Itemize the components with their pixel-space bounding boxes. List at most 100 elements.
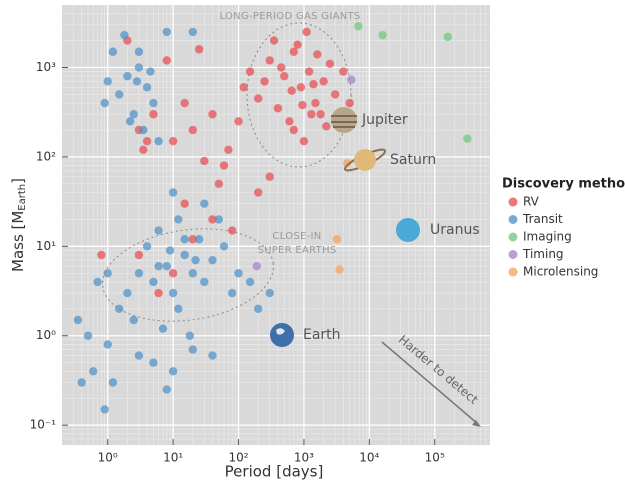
point [285, 117, 293, 125]
point [101, 405, 109, 413]
point [208, 256, 216, 264]
annotation: SUPER EARTHS [257, 245, 336, 256]
point [115, 90, 123, 98]
point [326, 60, 334, 68]
point [104, 340, 112, 348]
x-tick-label: 10⁵ [425, 451, 445, 465]
legend-title: Discovery method [502, 177, 625, 192]
point [220, 242, 228, 250]
point [101, 99, 109, 107]
point [270, 36, 278, 44]
point [146, 67, 154, 75]
point [104, 77, 112, 85]
y-tick-label: 10⁰ [36, 328, 56, 342]
point [298, 101, 306, 109]
point [266, 56, 274, 64]
point [123, 289, 131, 297]
point [253, 262, 261, 270]
x-axis-label: Period [days] [225, 463, 324, 481]
point [254, 188, 262, 196]
point [154, 289, 162, 297]
point [180, 235, 188, 243]
earth-icon [270, 323, 294, 347]
legend-marker [509, 233, 518, 242]
point [189, 28, 197, 36]
point [195, 45, 203, 53]
point [333, 235, 341, 243]
point [123, 72, 131, 80]
legend-label: Transit [522, 212, 563, 226]
point [189, 345, 197, 353]
point [191, 256, 199, 264]
jupiter-icon [331, 107, 357, 133]
point [139, 126, 147, 134]
point [254, 305, 262, 313]
point [166, 246, 174, 254]
point [174, 305, 182, 313]
point [174, 215, 182, 223]
point [287, 87, 295, 95]
point [322, 122, 330, 130]
legend-marker [509, 215, 518, 224]
chart: Jupiter Saturn Uranus Earth LONG-PERIOD … [0, 0, 625, 486]
point [239, 83, 247, 91]
point [77, 378, 85, 386]
point [280, 72, 288, 80]
point [302, 28, 310, 36]
point [300, 137, 308, 145]
x-tick-label: 10⁰ [98, 451, 118, 465]
uranus-icon [396, 218, 420, 242]
point [97, 251, 105, 259]
point [169, 188, 177, 196]
point [89, 367, 97, 375]
point [307, 110, 315, 118]
point [133, 77, 141, 85]
point [305, 67, 313, 75]
point [139, 146, 147, 154]
y-tick-label: 10³ [36, 60, 56, 74]
legend-label: Microlensing [523, 265, 598, 279]
point [246, 67, 254, 75]
point [254, 94, 262, 102]
point [208, 351, 216, 359]
point [345, 99, 353, 107]
point [311, 99, 319, 107]
point [169, 289, 177, 297]
legend-marker [509, 198, 518, 207]
point [180, 251, 188, 259]
point [316, 110, 324, 118]
point [180, 199, 188, 207]
x-tick-label: 10⁴ [359, 451, 379, 465]
point [163, 56, 171, 64]
point [135, 269, 143, 277]
point [354, 22, 362, 30]
point [84, 332, 92, 340]
point [163, 28, 171, 36]
point [260, 77, 268, 85]
point [234, 117, 242, 125]
annotation: Uranus [430, 222, 480, 238]
legend-label: Imaging [523, 230, 572, 244]
point [169, 367, 177, 375]
point [189, 126, 197, 134]
legend-marker [509, 250, 518, 259]
point [149, 358, 157, 366]
point [143, 242, 151, 250]
point [246, 278, 254, 286]
point [115, 305, 123, 313]
point [143, 83, 151, 91]
point [293, 40, 301, 48]
point [104, 269, 112, 277]
point [74, 316, 82, 324]
point [215, 180, 223, 188]
point [331, 90, 339, 98]
point [220, 161, 228, 169]
point [130, 316, 138, 324]
x-tick-label: 10¹ [163, 451, 183, 465]
point [143, 137, 151, 145]
point [463, 134, 471, 142]
point [266, 289, 274, 297]
point [163, 262, 171, 270]
point [277, 63, 285, 71]
y-tick-label: 10⁻¹ [30, 418, 57, 432]
